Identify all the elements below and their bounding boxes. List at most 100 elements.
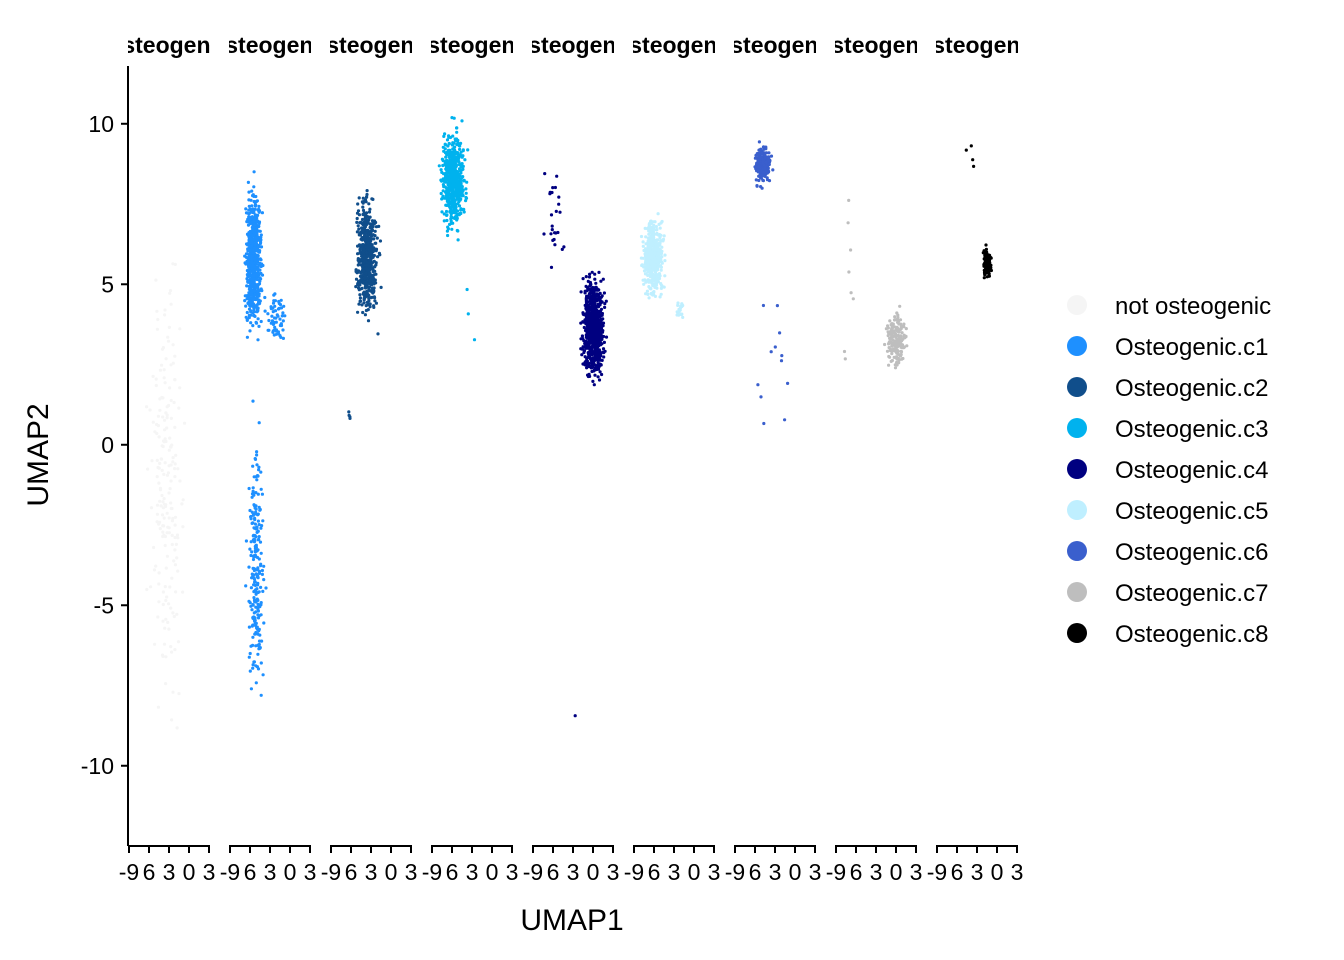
data-point [452, 157, 457, 161]
data-point [451, 169, 455, 173]
data-point [652, 226, 656, 230]
data-point [373, 299, 377, 303]
data-point [593, 373, 597, 377]
data-point [364, 231, 368, 235]
data-point [249, 687, 253, 691]
data-point [646, 248, 650, 252]
data-point [676, 303, 680, 307]
x-tick-label: 6 [547, 859, 560, 885]
data-point [255, 229, 259, 233]
legend-item: Osteogenic.c3 [1067, 416, 1268, 443]
data-point [247, 198, 251, 202]
data-point [356, 224, 360, 228]
data-point [247, 313, 251, 317]
data-point [253, 204, 257, 208]
data-point [677, 313, 681, 317]
data-point [272, 322, 276, 326]
data-point [448, 170, 452, 175]
legend-item: Osteogenic.c4 [1067, 457, 1268, 484]
data-point [255, 625, 259, 629]
data-point [456, 229, 460, 233]
x-tick-label: 6 [244, 859, 257, 885]
data-point [271, 310, 275, 314]
data-point [173, 425, 177, 429]
data-point [171, 460, 175, 464]
data-point [157, 571, 161, 575]
data-point [252, 194, 256, 198]
data-point [166, 471, 170, 475]
data-point [155, 512, 159, 516]
data-point [249, 540, 253, 544]
data-point [371, 269, 375, 274]
data-point [355, 230, 359, 234]
data-point [256, 257, 260, 262]
data-point [370, 266, 375, 270]
data-point [361, 196, 365, 200]
data-point [257, 468, 261, 472]
data-point [160, 347, 165, 351]
data-point [464, 196, 469, 200]
data-point [252, 306, 256, 310]
x-axis: -9 6 3 0 3 [927, 845, 1023, 885]
data-point [276, 314, 280, 318]
legend-label: Osteogenic.c1 [1115, 334, 1268, 361]
data-point [168, 291, 172, 295]
data-point [581, 345, 585, 349]
data-point [440, 170, 444, 174]
data-point [355, 220, 359, 224]
data-point [158, 527, 162, 531]
data-point [457, 204, 462, 208]
data-point [649, 230, 653, 235]
data-point [554, 209, 558, 213]
data-point [459, 207, 463, 211]
data-point [584, 296, 588, 300]
data-point [376, 255, 380, 259]
data-point [647, 222, 651, 226]
data-point [246, 302, 250, 306]
facet-panel: Osteogenic-9 6 3 0 3 [220, 32, 317, 885]
data-point [177, 406, 181, 410]
data-point [604, 335, 609, 339]
data-point [257, 421, 261, 425]
data-point [648, 252, 653, 256]
data-point [273, 316, 277, 320]
facet-panel: Osteogenic-9 6 3 0 3 [927, 32, 1024, 885]
data-point [252, 225, 256, 229]
data-point [596, 314, 600, 318]
data-point [586, 333, 590, 337]
data-point [357, 227, 361, 231]
data-point [753, 165, 757, 169]
data-point [354, 277, 359, 281]
data-point [451, 221, 455, 225]
data-point [363, 220, 367, 224]
data-point [257, 535, 261, 539]
data-point [361, 310, 365, 315]
data-point [843, 357, 847, 361]
x-tick-label: 0 [284, 859, 297, 885]
data-point [369, 249, 373, 253]
data-point [368, 278, 372, 283]
data-point [445, 190, 449, 194]
data-point [248, 329, 252, 333]
data-point [278, 317, 282, 321]
data-point [259, 287, 263, 291]
data-point [367, 273, 371, 277]
data-point [645, 259, 649, 263]
data-point [756, 160, 760, 164]
data-point [269, 321, 273, 325]
data-point [450, 116, 454, 120]
data-point [598, 318, 603, 322]
data-point [281, 328, 285, 332]
data-point [885, 349, 890, 353]
data-point [905, 344, 909, 348]
data-point [249, 604, 253, 608]
data-point [775, 304, 780, 308]
data-point [250, 521, 254, 526]
data-point [255, 575, 259, 579]
data-point [366, 215, 370, 219]
data-point [650, 275, 654, 279]
data-point [161, 534, 165, 539]
data-point [450, 143, 454, 147]
data-point [604, 299, 608, 303]
data-point [173, 535, 177, 540]
